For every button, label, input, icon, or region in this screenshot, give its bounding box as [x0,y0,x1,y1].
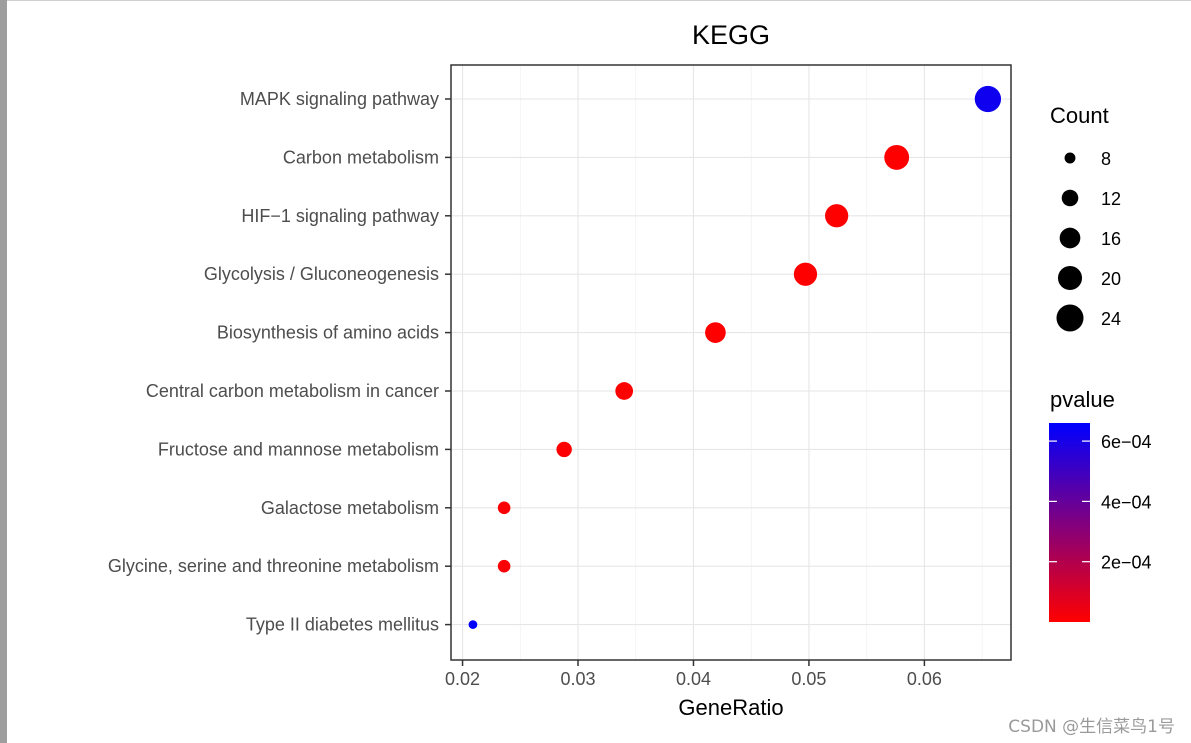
x-axis: 0.02 0.03 0.04 0.05 0.06 [445,660,942,689]
color-legend-label: 4e−04 [1101,492,1152,512]
x-tick-label: 0.03 [560,669,595,689]
size-legend-key [1059,227,1081,249]
data-point [556,441,572,458]
color-legend-label: 6e−04 [1101,432,1152,452]
y-tick-label: Glycine, serine and threonine metabolism [108,556,439,576]
size-legend-key [1056,304,1084,332]
data-point [705,322,726,343]
size-legend: 8 12 16 20 24 [1056,149,1121,332]
y-tick-label: Glycolysis / Gluconeogenesis [204,264,439,284]
size-legend-key [1061,189,1079,207]
size-legend-label: 8 [1101,149,1111,169]
plot-panel [451,65,1011,660]
window-top-border [7,0,1191,1]
y-tick-label: Carbon metabolism [283,147,439,167]
data-point [825,204,849,228]
x-tick-label: 0.06 [907,669,942,689]
watermark: CSDN @生信菜鸟1号 [1008,717,1175,737]
y-axis: MAPK signaling pathway Carbon metabolism H… [108,89,451,635]
y-tick-label: Type II diabetes mellitus [246,615,439,635]
y-tick-label: Galactose metabolism [261,498,439,518]
data-point [497,501,511,515]
size-legend-label: 16 [1101,229,1121,249]
x-tick-label: 0.05 [791,669,826,689]
data-point [615,382,634,400]
size-legend-title: Count [1050,103,1109,128]
size-legend-key [1064,152,1076,164]
color-bar [1049,423,1090,622]
y-tick-label: HIF−1 signaling pathway [241,206,439,226]
plot-border [450,64,1012,661]
x-axis-title: GeneRatio [678,695,783,720]
chart-title: KEGG [692,20,770,50]
data-point [884,144,910,170]
color-legend-ticks: 2e−04 4e−04 6e−04 [1049,432,1152,573]
color-legend-label: 2e−04 [1101,553,1152,573]
data-point [468,620,478,629]
grid-lines [451,65,1011,660]
x-tick-label: 0.02 [445,669,480,689]
size-legend-label: 24 [1101,309,1121,329]
y-tick-label: MAPK signaling pathway [240,89,439,109]
y-tick-label: Fructose and mannose metabolism [158,439,439,459]
data-point [793,262,818,286]
size-legend-label: 12 [1101,189,1121,209]
data-point [974,85,1002,113]
y-tick-label: Biosynthesis of amino acids [217,323,439,343]
size-legend-label: 20 [1101,269,1121,289]
size-legend-key [1057,265,1083,291]
data-point [497,559,511,573]
y-tick-label: Central carbon metabolism in cancer [146,381,439,401]
x-tick-label: 0.04 [676,669,711,689]
window-left-border [0,0,7,743]
color-legend-title: pvalue [1050,387,1115,412]
data-points [468,85,1002,629]
